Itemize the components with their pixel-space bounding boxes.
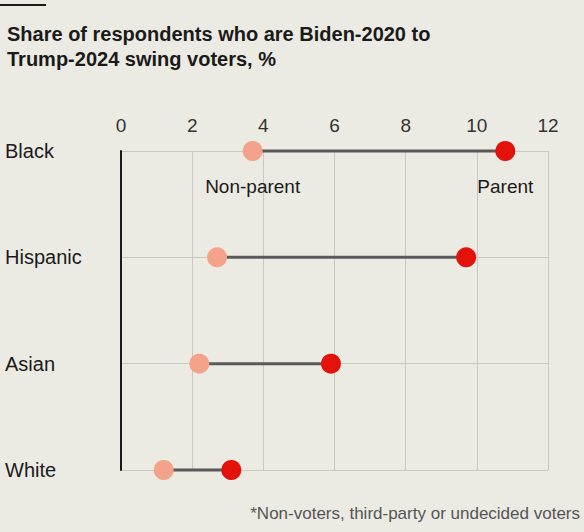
svg-text:Parent: Parent [477, 176, 534, 197]
svg-text:Asian: Asian [5, 353, 55, 375]
svg-text:Hispanic: Hispanic [5, 246, 82, 268]
svg-text:10: 10 [466, 115, 487, 136]
svg-text:Non-parent: Non-parent [205, 176, 301, 197]
svg-text:Trump-2024 swing voters, %: Trump-2024 swing voters, % [7, 48, 276, 70]
svg-text:*Non-voters, third-party or un: *Non-voters, third-party or undecided vo… [250, 504, 580, 523]
svg-text:4: 4 [258, 115, 269, 136]
svg-text:Black: Black [5, 140, 55, 162]
svg-text:6: 6 [329, 115, 340, 136]
svg-text:12: 12 [537, 115, 558, 136]
svg-text:0: 0 [116, 115, 127, 136]
svg-text:8: 8 [400, 115, 411, 136]
svg-text:White: White [5, 459, 56, 481]
svg-text:2: 2 [187, 115, 198, 136]
svg-text:Share of respondents who are B: Share of respondents who are Biden-2020 … [7, 23, 436, 45]
